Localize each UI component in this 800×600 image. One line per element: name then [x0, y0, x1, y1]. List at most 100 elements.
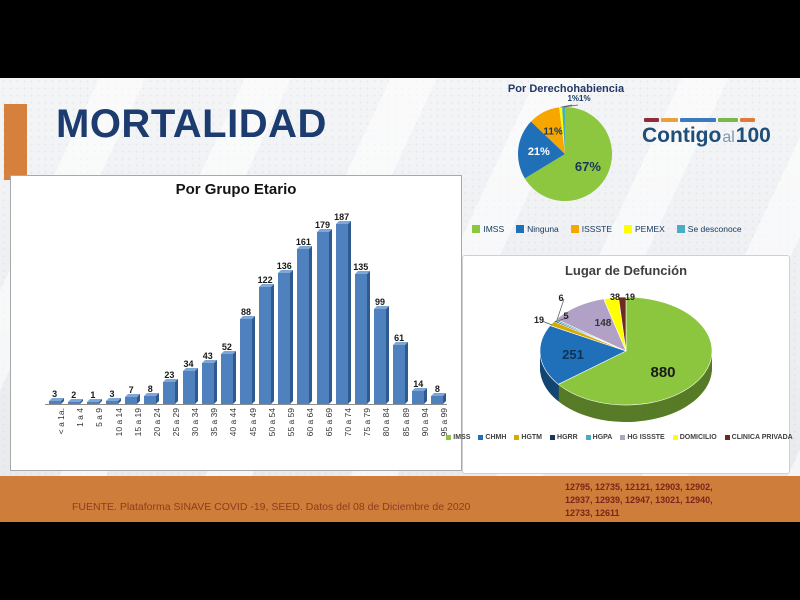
- legend-label: HG ISSSTE: [627, 434, 665, 441]
- bar-value-label: 14: [413, 379, 424, 389]
- x-axis-slot: 75 a 79: [351, 405, 372, 469]
- x-axis-slot: 95 a 99: [428, 405, 449, 469]
- bar-value-label: 8: [147, 384, 153, 394]
- x-axis-slot: 25 a 29: [160, 405, 181, 469]
- legend-label: ISSSTE: [581, 224, 613, 234]
- pie-slice-label: 67%: [575, 159, 601, 174]
- legend-label: HGPA: [592, 434, 613, 441]
- bar-group: 2: [64, 390, 83, 404]
- age-bar-plot: 3 2 1 3 7 8 23 34 43 52 88 122 136 161 179 187 135 99 61 14…: [45, 198, 447, 405]
- legend-label: HGTM: [521, 434, 543, 441]
- bar-value-label: 136: [276, 261, 292, 271]
- legend-item: PEMEX: [624, 224, 665, 234]
- x-axis-slot: < a 1a.: [45, 405, 66, 469]
- bar: [259, 287, 272, 404]
- bar-group: 1: [83, 390, 102, 404]
- x-axis-slot: 1 a 4: [64, 405, 85, 469]
- x-axis-slot: 15 a 19: [122, 405, 143, 469]
- logo-word-contigo: Contigo: [642, 124, 722, 147]
- bar-value-label: 61: [394, 333, 405, 343]
- bar: [335, 224, 348, 404]
- bar: [201, 363, 214, 404]
- legend-swatch: [620, 435, 626, 440]
- bar-group: 8: [141, 384, 160, 404]
- bar-group: 122: [256, 275, 275, 404]
- folio-line: 12937, 12939, 12947, 13021, 12940,: [565, 495, 713, 505]
- bar: [163, 382, 176, 404]
- bar-group: 136: [275, 261, 294, 404]
- bar: [354, 274, 367, 404]
- bar-value-label: 7: [128, 385, 134, 395]
- source-text: FUENTE. Plataforma SINAVE COVID -19, SEE…: [72, 501, 471, 513]
- x-axis-slot: 5 a 9: [83, 405, 104, 469]
- pie3d-value-label: 148: [595, 318, 612, 329]
- legend-item: Se desconoce: [676, 224, 742, 234]
- folio-numbers: 12795, 12735, 12121, 12903, 12902, 12937,…: [565, 481, 713, 520]
- legend-label: DOMICILIO: [679, 434, 717, 441]
- lugar-pie-legend: IMSS CHMH HGTM HGRR HGPA HG ISSSTE DOMICILIO CL…: [446, 434, 793, 441]
- title-accent-block: [4, 104, 27, 180]
- logo-bar-segment: [718, 118, 738, 122]
- legend-swatch: [550, 435, 556, 440]
- pie3d-slice: [539, 325, 627, 385]
- bar-value-label: 2: [71, 390, 77, 400]
- slide-background: MORTALIDAD Por Grupo Etario 3 2 1 3 7 8 23 34 43…: [0, 78, 800, 522]
- bar: [125, 397, 138, 404]
- legend-swatch: [585, 435, 591, 440]
- bar-group: 99: [370, 297, 389, 404]
- legend-label: Se desconoce: [687, 224, 742, 234]
- bar-value-label: 187: [334, 212, 350, 222]
- derecho-pie-title: Por Derechohabiencia: [507, 83, 625, 95]
- bar: [373, 309, 386, 404]
- bar-group: 161: [294, 237, 313, 404]
- lugar-pie-panel: Lugar de Defunción 880 251 148 19 5 6 38 19: [462, 255, 790, 474]
- tiny-slices-label: 1%1%: [567, 94, 590, 103]
- letterbox-bottom: [0, 522, 800, 600]
- logo-bar-segment: [661, 118, 678, 122]
- lugar-pie-svg: 880 251 148 19 56 38 19: [534, 292, 713, 422]
- bar: [182, 371, 195, 404]
- bar-group: 14: [409, 379, 428, 404]
- pie3d-value-label: 6: [558, 293, 563, 303]
- pie-slice: [530, 107, 565, 154]
- x-axis-label: 95 a 99: [438, 408, 449, 437]
- page-title: MORTALIDAD: [56, 102, 327, 146]
- bar-value-label: 179: [315, 220, 331, 230]
- logo-word-100: 100: [735, 124, 771, 147]
- bar-value-label: 23: [164, 370, 175, 380]
- bar-group: 52: [217, 342, 236, 404]
- legend-swatch: [514, 435, 520, 440]
- logo-bar-segment: [680, 118, 716, 122]
- bar-value-label: 122: [257, 275, 273, 285]
- lugar-pie-title: Lugar de Defunción: [564, 263, 688, 278]
- logo-word-al: al: [722, 129, 735, 146]
- legend-label: Ninguna: [527, 224, 559, 234]
- contigo-logo: Contigoal100: [642, 118, 778, 148]
- bar-value-label: 34: [183, 359, 194, 369]
- legend-item: IMSS: [446, 434, 470, 441]
- legend-swatch: [624, 225, 633, 233]
- legend-swatch: [516, 225, 525, 233]
- legend-label: IMSS: [453, 434, 471, 441]
- legend-item: CLINICA PRIVADA: [724, 434, 793, 441]
- pie-slice-label: 21%: [528, 146, 550, 158]
- derecho-pie-legend: IMSS Ninguna ISSSTE PEMEX Se desconoce: [462, 224, 752, 234]
- x-axis-slot: 70 a 74: [332, 405, 353, 469]
- x-axis-slot: 85 a 89: [390, 405, 411, 469]
- legend-swatch: [446, 435, 452, 440]
- legend-swatch: [478, 435, 484, 440]
- x-axis-slot: 30 a 34: [179, 405, 200, 469]
- bar-group: 88: [236, 307, 255, 404]
- legend-item: IMSS: [472, 224, 504, 234]
- pie3d-slice: [557, 296, 713, 406]
- bar-group: 179: [313, 220, 332, 404]
- legend-label: CLINICA PRIVADA: [731, 434, 793, 441]
- bar: [316, 232, 329, 404]
- pie3d-value-label: 880: [650, 364, 675, 381]
- legend-swatch: [724, 435, 730, 440]
- x-axis-slot: 45 a 49: [236, 405, 258, 469]
- legend-item: HGTM: [514, 434, 542, 441]
- age-bar-chart-title: Por Grupo Etario: [175, 181, 297, 198]
- logo-bar-segment: [644, 118, 659, 122]
- pie3d-value-label: 251: [562, 347, 584, 362]
